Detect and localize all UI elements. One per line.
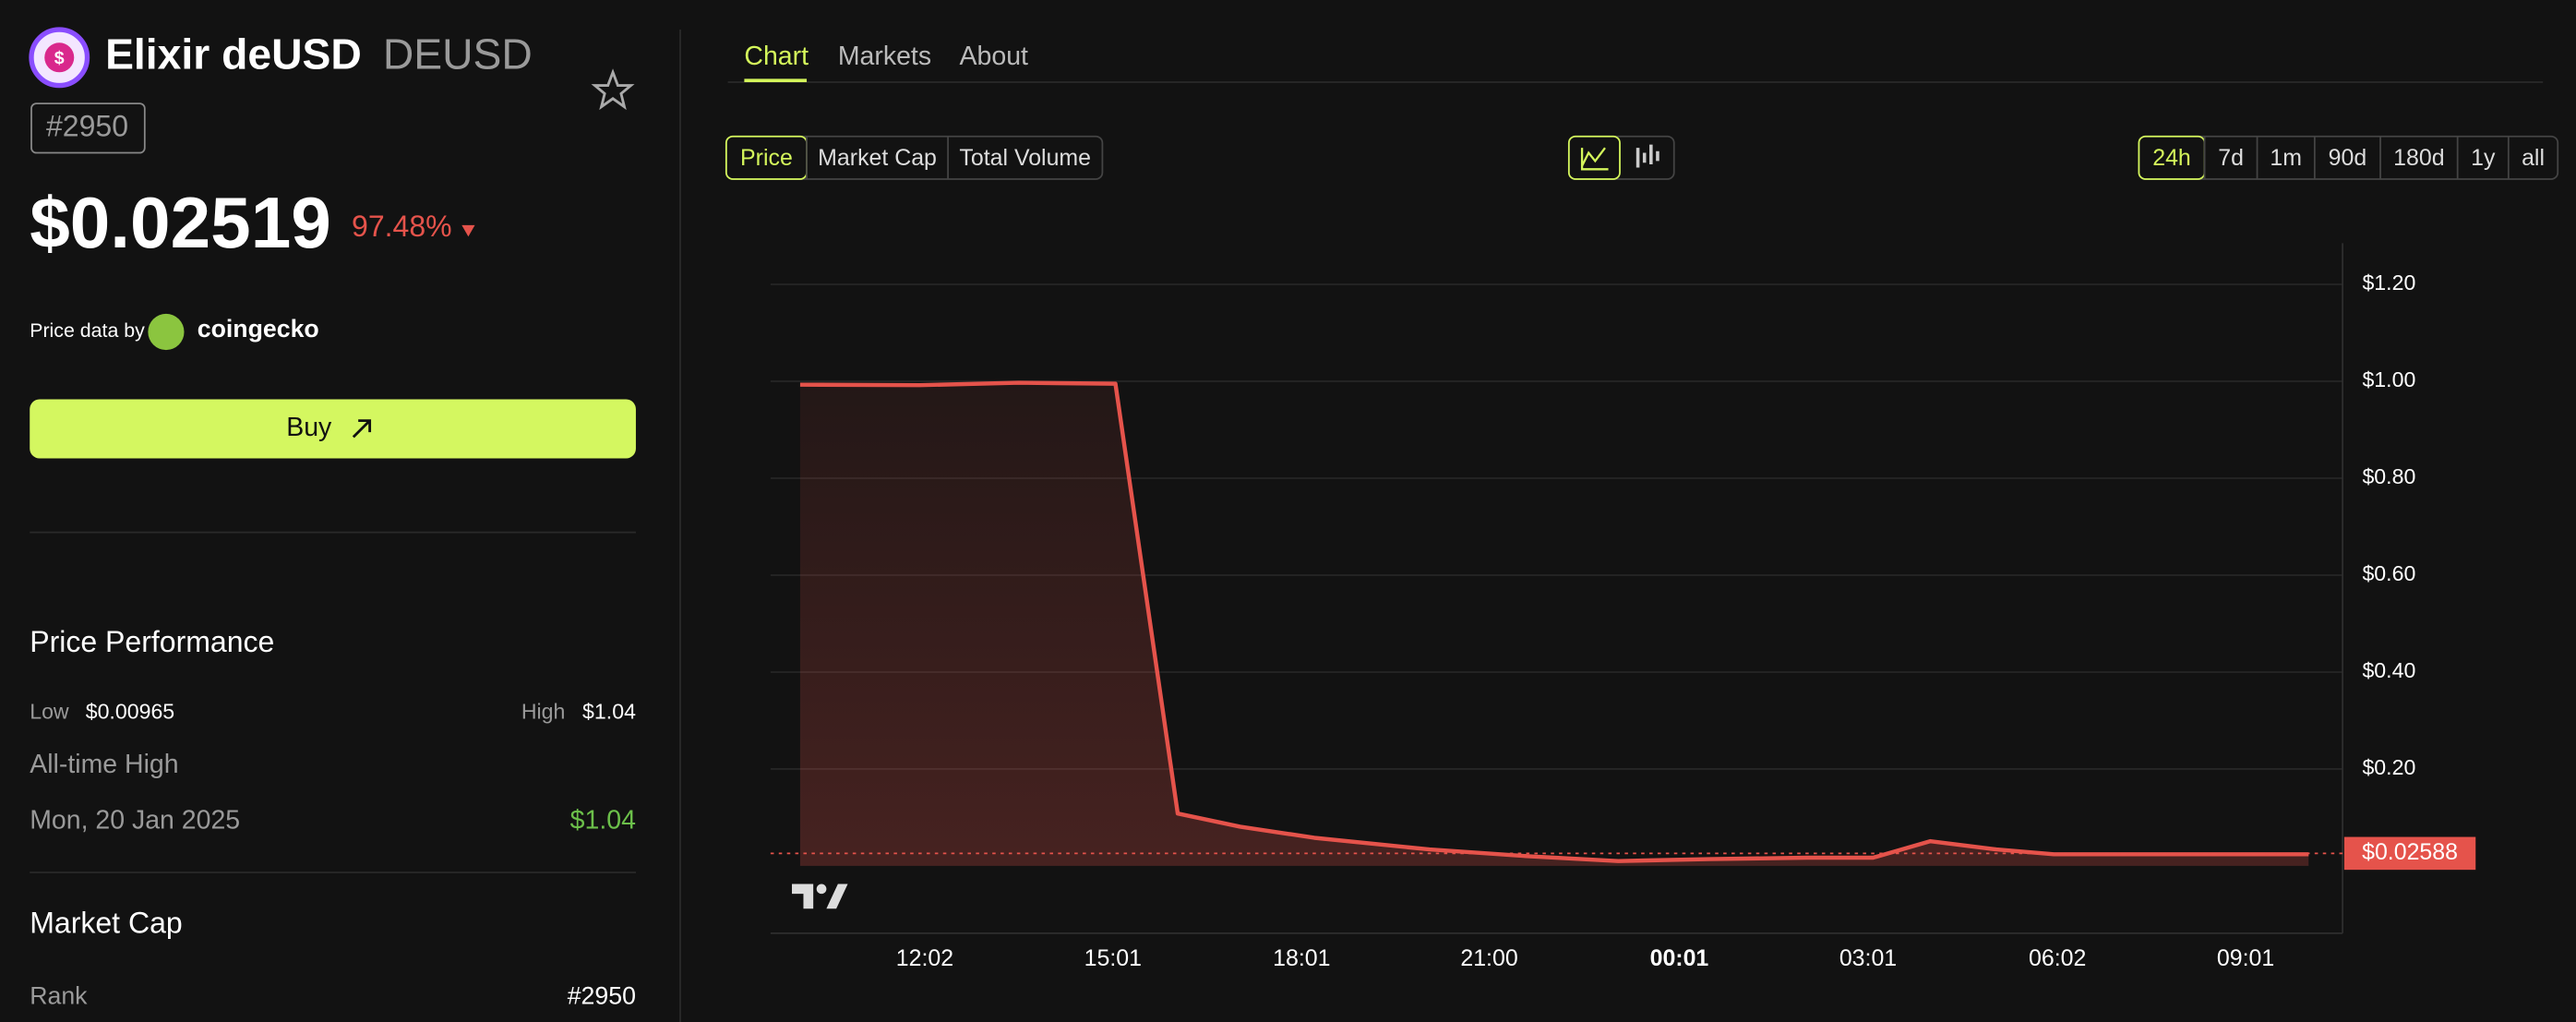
- y-tick-label: $0.60: [2362, 561, 2415, 585]
- y-tick-label: $1.20: [2362, 271, 2415, 295]
- coingecko-logo: [148, 313, 185, 351]
- range-button[interactable]: 90d: [2329, 145, 2367, 171]
- ath-label: All-time High: [30, 750, 178, 779]
- high-label: High: [521, 700, 566, 724]
- x-tick-label: 18:01: [1273, 945, 1330, 971]
- price: $0.02519: [30, 182, 331, 263]
- buy-arrow: [352, 419, 372, 439]
- coin-symbol: DEUSD: [383, 30, 533, 78]
- x-tick-label: 09:01: [2217, 945, 2274, 971]
- low-value: $0.00965: [86, 700, 174, 724]
- range-button[interactable]: all: [2522, 145, 2545, 171]
- ath-date: Mon, 20 Jan 2025: [30, 805, 240, 835]
- line-icon: [1580, 147, 1609, 171]
- range-button[interactable]: 7d: [2218, 145, 2244, 171]
- low-label: Low: [30, 700, 69, 724]
- line-style-button[interactable]: [1567, 135, 1621, 180]
- down-arrow: [461, 224, 475, 237]
- tab[interactable]: About: [960, 42, 1028, 71]
- coin-logo: $: [29, 27, 90, 89]
- x-tick-label: 21:00: [1460, 945, 1517, 971]
- range-button[interactable]: 24h: [2152, 145, 2191, 171]
- current-price-tag: [2343, 836, 2476, 871]
- rank-badge: [30, 102, 146, 154]
- metric-button[interactable]: Total Volume: [959, 145, 1091, 171]
- coin-name: Elixir deUSD: [105, 30, 362, 78]
- range-button[interactable]: 1m: [2270, 145, 2302, 171]
- metric-button[interactable]: Price: [740, 145, 793, 171]
- tab[interactable]: Chart: [744, 42, 809, 71]
- price-line: [799, 380, 2309, 863]
- current-price-label: $0.02588: [2362, 839, 2458, 865]
- candle-icon: [1635, 144, 1659, 168]
- svg-text:$: $: [54, 48, 65, 68]
- rank-value: #2950: [568, 981, 636, 1009]
- favorite-star[interactable]: [591, 68, 635, 111]
- y-tick-label: $0.80: [2362, 464, 2415, 488]
- area: [799, 382, 2309, 866]
- x-tick-label: 00:01: [1650, 945, 1709, 971]
- x-tick-label: 03:01: [1839, 945, 1897, 971]
- market-cap-title: Market Cap: [30, 906, 182, 939]
- tab[interactable]: Markets: [838, 42, 931, 71]
- x-tick-label: 15:01: [1084, 945, 1142, 971]
- range-button[interactable]: 180d: [2393, 145, 2444, 171]
- buy-button[interactable]: [30, 399, 636, 459]
- x-tick-label: 12:02: [896, 945, 953, 971]
- metric-button[interactable]: Market Cap: [818, 145, 937, 171]
- y-tick-label: $0.40: [2362, 658, 2415, 682]
- y-tick-label: $1.00: [2362, 367, 2415, 391]
- high-value: $1.04: [582, 700, 636, 724]
- price-chart: $0.20 $0.40 $0.60 $0.80 $1.00 $1.20 12:02 15:01…: [770, 243, 2476, 971]
- x-tick-label: 06:02: [2029, 945, 2086, 971]
- price-change: 97.48%: [352, 210, 452, 243]
- range-button[interactable]: 1y: [2471, 145, 2496, 171]
- y-tick-label: $0.20: [2362, 755, 2415, 779]
- tradingview-logo: [792, 884, 848, 909]
- rank-badge-text: #2950: [46, 109, 128, 142]
- source-label: Price data by: [30, 319, 145, 342]
- source-name: coingecko: [198, 315, 319, 343]
- ath-value: $1.04: [570, 805, 636, 835]
- performance-title: Price Performance: [30, 625, 274, 658]
- buy-text[interactable]: Buy: [286, 413, 332, 442]
- rank-label: Rank: [30, 981, 88, 1009]
